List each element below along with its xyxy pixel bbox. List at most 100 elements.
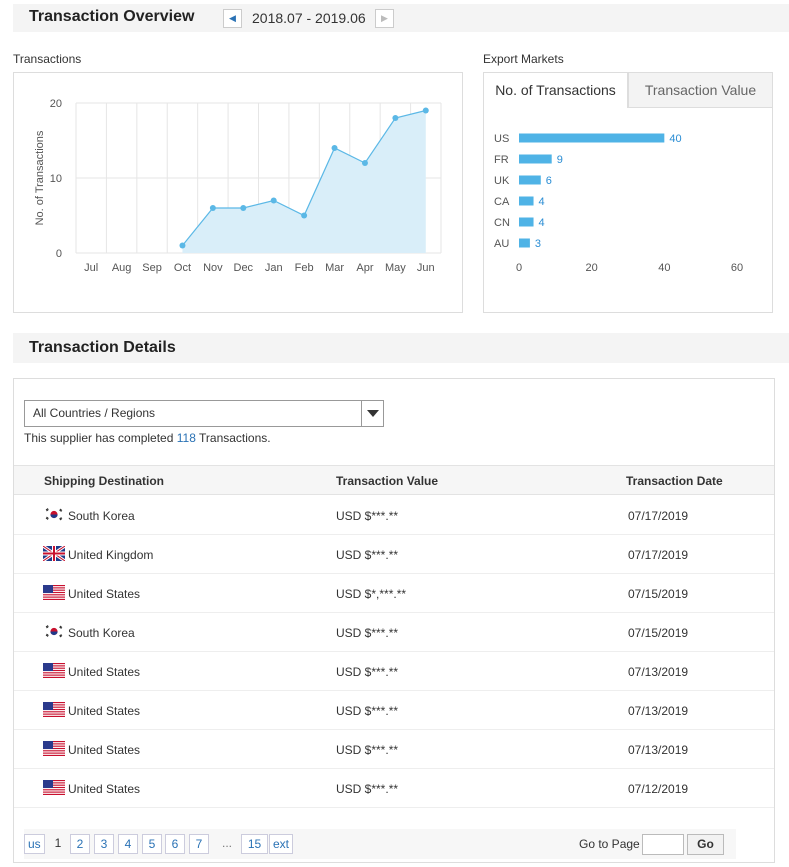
- overview-header: Transaction Overview ◀ 2018.07 - 2019.06…: [13, 4, 789, 32]
- data-point[interactable]: [392, 115, 399, 121]
- table-row: United States USD $***.** 07/12/2019: [14, 769, 774, 808]
- table-row: South Korea USD $***.** 07/15/2019: [14, 613, 774, 652]
- page-4[interactable]: 4: [118, 834, 138, 854]
- x-tick-label: Apr: [356, 262, 373, 274]
- prev-period-button[interactable]: ◀: [223, 9, 242, 28]
- y-tick-label: 0: [56, 248, 62, 260]
- bar-category-label: UK: [494, 175, 510, 187]
- value-cell: USD $***.**: [336, 665, 399, 679]
- table-row: South Korea USD $***.** 07/17/2019: [14, 496, 774, 535]
- prev-page-button[interactable]: us: [24, 834, 45, 854]
- date-cell: 07/13/2019: [628, 665, 689, 679]
- date-cell: 07/17/2019: [628, 509, 689, 523]
- caret-right-icon: ▶: [381, 13, 388, 23]
- y-axis-label: No. of Transactions: [34, 130, 46, 225]
- table-row: United States USD $***.** 07/13/2019: [14, 730, 774, 769]
- page-6[interactable]: 6: [165, 834, 185, 854]
- date-cell: 07/12/2019: [628, 782, 689, 796]
- us-flag-icon: [43, 585, 65, 600]
- y-tick-label: 20: [50, 98, 62, 110]
- transactions-chart-panel: 0 10 20 No. of Transactions Jul Aug Sep Oct Nov D…: [13, 72, 463, 313]
- data-point[interactable]: [361, 160, 368, 166]
- value-cell: USD $***.**: [336, 509, 399, 523]
- bar[interactable]: [519, 196, 534, 206]
- bar[interactable]: [519, 133, 665, 143]
- tab-no-of-transactions[interactable]: No. of Transactions: [484, 73, 628, 108]
- table-header: Shipping Destination Transaction Value T…: [14, 465, 774, 495]
- bar-category-label: CA: [494, 196, 510, 208]
- transaction-details-panel: All Countries / Regions This supplier ha…: [13, 378, 775, 863]
- export-markets-chart: US 40 FR 9 UK 6 CA 4 CN 4 AU 3 0 20 40 60: [494, 133, 743, 274]
- destination-cell: United States: [68, 743, 141, 757]
- date-cell: 07/13/2019: [628, 704, 689, 718]
- x-tick-label: Dec: [234, 262, 254, 274]
- page-current: 1: [54, 836, 62, 850]
- export-markets-panel: No. of Transactions Transaction Value US…: [483, 72, 773, 313]
- bar-value-label: 4: [539, 196, 545, 208]
- summary-prefix: This supplier has completed: [24, 431, 174, 445]
- data-point[interactable]: [179, 242, 186, 249]
- value-cell: USD $***.**: [336, 743, 399, 757]
- page-7[interactable]: 7: [189, 834, 209, 854]
- destination-cell: United States: [68, 587, 141, 601]
- country-region-select[interactable]: All Countries / Regions: [24, 400, 384, 427]
- page-15[interactable]: 15: [241, 834, 268, 854]
- us-flag-icon: [43, 741, 65, 756]
- page-2[interactable]: 2: [70, 834, 90, 854]
- data-point[interactable]: [209, 205, 216, 211]
- bar-value-label: 3: [535, 238, 541, 250]
- destination-cell: United Kingdom: [68, 548, 154, 562]
- table-row: United Kingdom USD $***.** 07/17/2019: [14, 535, 774, 574]
- uk-flag-icon: [42, 544, 66, 563]
- x-tick-label: 60: [731, 262, 743, 274]
- date-cell: 07/13/2019: [628, 743, 689, 757]
- x-tick-label: Sep: [142, 262, 162, 274]
- col-transaction-value: Transaction Value: [336, 474, 439, 488]
- goto-page-input[interactable]: [642, 834, 684, 855]
- transaction-count[interactable]: 118: [176, 431, 196, 445]
- x-tick-label: Oct: [174, 262, 191, 274]
- data-point[interactable]: [331, 145, 338, 151]
- kr-flag-icon: [43, 507, 65, 522]
- x-tick-label: 40: [658, 262, 670, 274]
- destination-cell: United States: [68, 704, 141, 718]
- bar-category-label: FR: [494, 154, 509, 166]
- us-flag-icon: [43, 702, 65, 717]
- caret-left-icon: ◀: [229, 13, 236, 23]
- x-tick-label: 0: [516, 262, 522, 274]
- go-button[interactable]: Go: [687, 834, 724, 855]
- value-cell: USD $***.**: [336, 704, 399, 718]
- page-5[interactable]: 5: [142, 834, 162, 854]
- us-flag-icon: [43, 780, 65, 795]
- data-point[interactable]: [270, 197, 277, 204]
- x-tick-label: May: [385, 262, 406, 274]
- value-cell: USD $***.**: [336, 548, 399, 562]
- destination-cell: South Korea: [68, 626, 135, 640]
- col-transaction-date: Transaction Date: [626, 474, 723, 488]
- x-tick-label: Jan: [265, 262, 283, 274]
- bar[interactable]: [519, 154, 552, 164]
- date-cell: 07/15/2019: [628, 626, 689, 640]
- dropdown-arrow-icon[interactable]: [361, 401, 383, 426]
- kr-flag-icon: [43, 624, 65, 639]
- bar[interactable]: [519, 217, 534, 227]
- details-header: Transaction Details: [13, 333, 789, 363]
- table-row: United States USD $***.** 07/13/2019: [14, 691, 774, 730]
- destination-cell: South Korea: [68, 509, 135, 523]
- bar[interactable]: [519, 175, 541, 185]
- tab-transaction-value[interactable]: Transaction Value: [628, 73, 772, 108]
- x-tick-label: Jul: [84, 262, 98, 274]
- destination-cell: United States: [68, 782, 141, 796]
- data-point[interactable]: [240, 205, 247, 211]
- data-point[interactable]: [301, 212, 308, 219]
- next-page-button[interactable]: ext: [269, 834, 294, 854]
- bar[interactable]: [519, 238, 530, 248]
- bar-category-label: CN: [494, 217, 510, 229]
- page-3[interactable]: 3: [94, 834, 114, 854]
- next-period-button[interactable]: ▶: [375, 9, 394, 28]
- date-cell: 07/15/2019: [628, 587, 689, 601]
- data-point[interactable]: [422, 107, 429, 114]
- transactions-chart: 0 10 20 No. of Transactions Jul Aug Sep Oct Nov D…: [34, 98, 442, 274]
- transaction-summary: This supplier has completed 118 Transact…: [24, 431, 271, 445]
- value-cell: USD $***.**: [336, 626, 399, 640]
